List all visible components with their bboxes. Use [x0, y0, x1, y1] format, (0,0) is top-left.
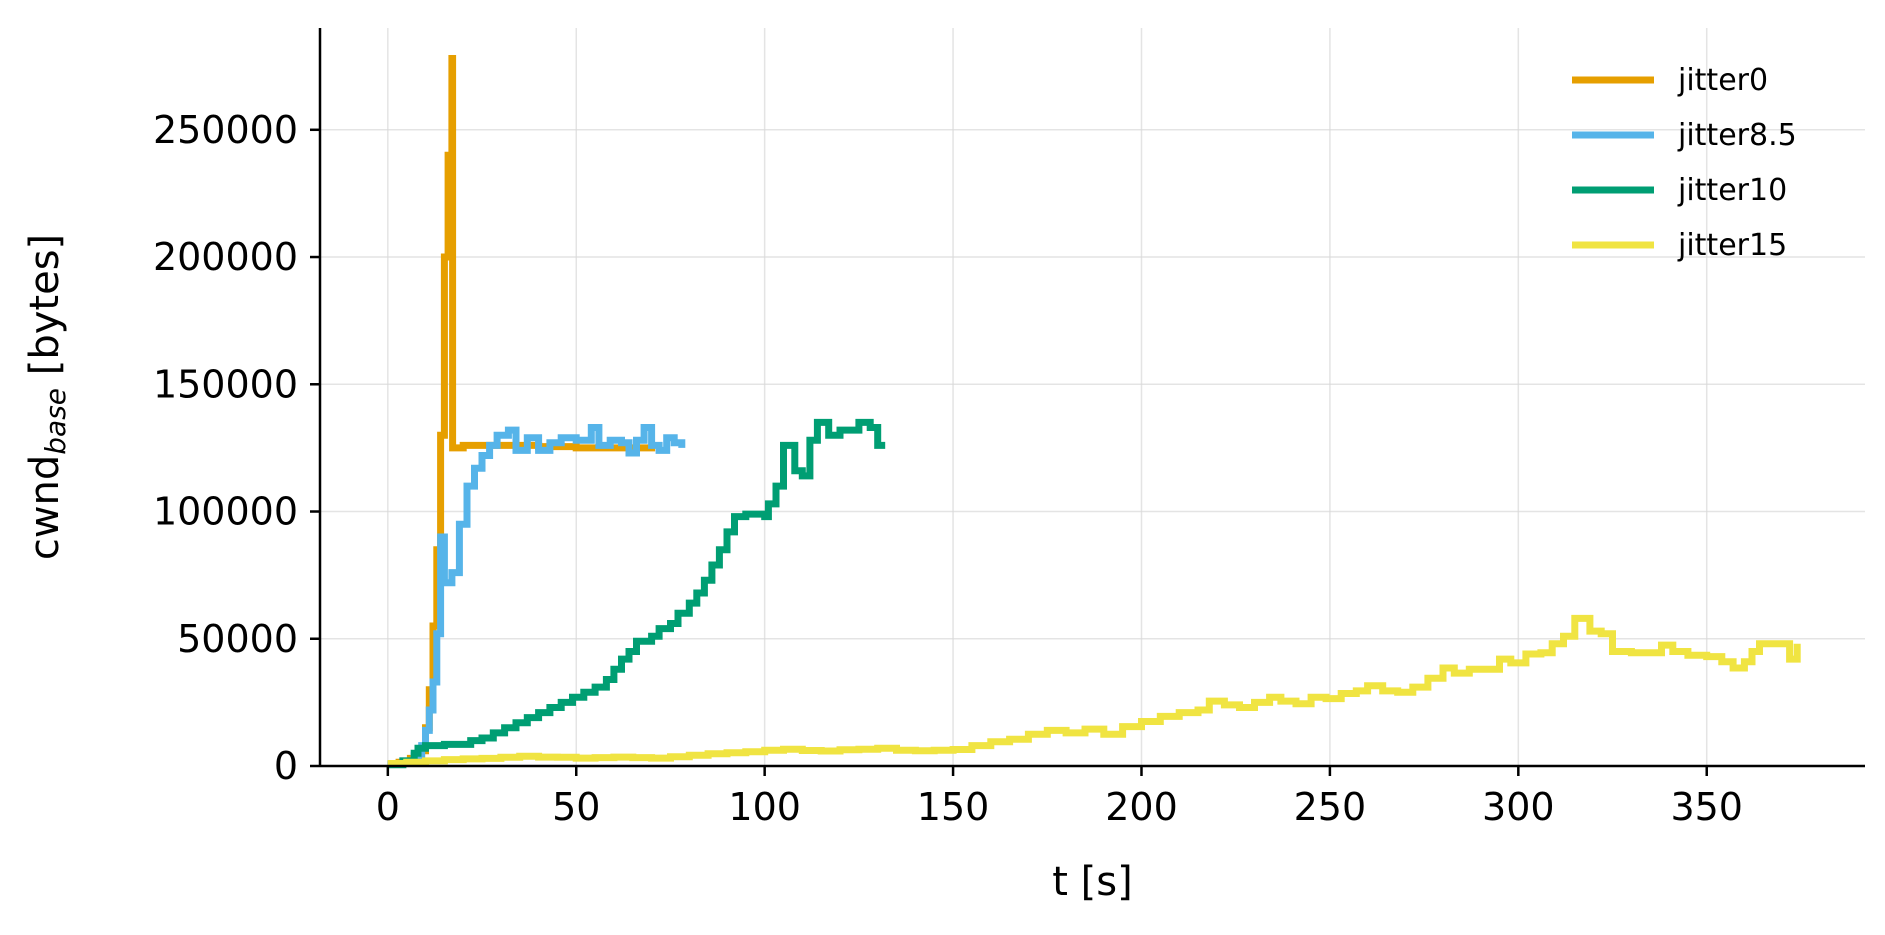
x-axis-label: t [s] [1052, 859, 1132, 905]
y-tick-label: 100000 [153, 490, 298, 534]
axes [318, 28, 1865, 768]
legend-label: jitter10 [1677, 173, 1787, 208]
legend-label: jitter8.5 [1677, 118, 1797, 153]
y-tick-label: 50000 [177, 617, 298, 661]
legend-label: jitter0 [1677, 63, 1768, 98]
legend-item: jitter8.5 [1572, 118, 1797, 153]
series-line-jitter8.5 [387, 424, 686, 767]
x-tick-label: 50 [552, 785, 600, 829]
legend-item: jitter0 [1572, 63, 1768, 98]
y-axis-label: cwndbase [bytes] [22, 234, 72, 560]
x-tick-label: 300 [1482, 785, 1555, 829]
x-tick-label: 200 [1105, 785, 1178, 829]
series-layer [387, 55, 1801, 769]
y-tick-label: 200000 [153, 235, 298, 279]
y-tick-label: 150000 [153, 362, 298, 406]
series-line-jitter15 [387, 614, 1801, 767]
x-tick-label: 250 [1294, 785, 1367, 829]
legend-item: jitter10 [1572, 173, 1787, 208]
y-tick-label: 0 [274, 744, 298, 788]
y-tick-label: 250000 [153, 108, 298, 152]
series-line-jitter0 [387, 55, 656, 767]
legend-label: jitter15 [1677, 228, 1787, 263]
x-tick-label: 150 [917, 785, 990, 829]
series-line-jitter10 [387, 418, 886, 769]
grid [320, 28, 1865, 767]
y-axis-label-unit: [bytes] [22, 234, 68, 388]
x-tick-label: 100 [728, 785, 801, 829]
ticks: 0 50 100 150 200 250 300 350 0 50000 100000 150000 2… [153, 108, 1743, 829]
legend-item: jitter15 [1572, 228, 1787, 263]
y-axis-label-subscript: base [39, 388, 72, 455]
legend: jitter0 jitter8.5 jitter10 jitter15 [1572, 63, 1797, 263]
y-axis-label-main: cwnd [22, 455, 68, 560]
x-tick-label: 0 [376, 785, 400, 829]
x-tick-label: 350 [1670, 785, 1743, 829]
